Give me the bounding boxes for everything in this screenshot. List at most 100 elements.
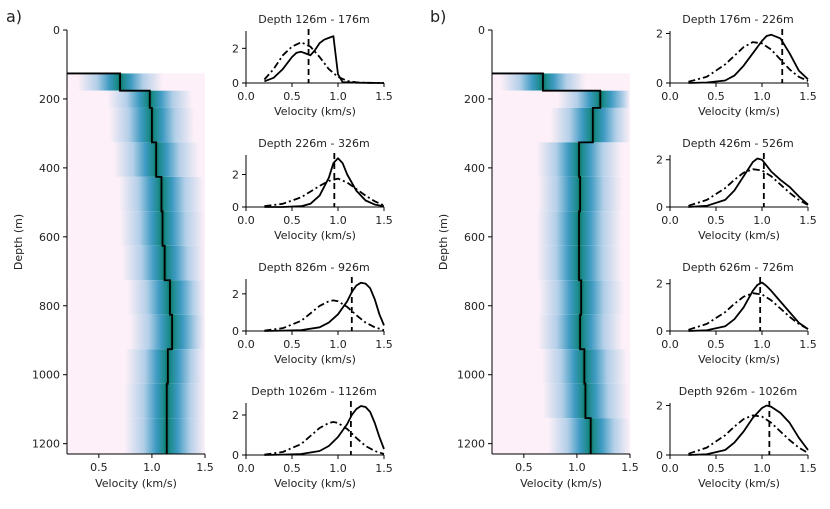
dashdot-curve bbox=[688, 414, 809, 455]
subplot-x-tick-label: 0.5 bbox=[283, 90, 301, 103]
heatmap-band bbox=[492, 211, 630, 246]
solid-curve bbox=[688, 157, 809, 208]
x-tick-label: 0.5 bbox=[90, 461, 108, 474]
subplot-y-tick-label: 2 bbox=[656, 399, 663, 412]
heatmap-band bbox=[492, 73, 630, 91]
heatmap-band bbox=[67, 314, 205, 350]
y-tick-label: 800 bbox=[464, 300, 485, 313]
subplot-x-tick-label: 1.5 bbox=[799, 338, 817, 351]
subplot-y-tick-label: 0 bbox=[656, 449, 663, 462]
subplot-x-tick-label: 0.0 bbox=[661, 90, 679, 103]
x-tick-label: 1.0 bbox=[143, 461, 161, 474]
solid-curve bbox=[264, 35, 385, 84]
x-tick-label: 1.0 bbox=[568, 461, 586, 474]
heatmap-band bbox=[67, 107, 205, 143]
subplot-x-tick-label: 0.0 bbox=[237, 90, 255, 103]
subplot-y-tick-label: 0 bbox=[656, 201, 663, 214]
heatmap-band bbox=[492, 349, 630, 384]
heatmap-band bbox=[67, 280, 205, 315]
x-tick-label: 1.5 bbox=[196, 461, 214, 474]
dashdot-curve bbox=[688, 168, 809, 207]
subplot-x-tick-label: 0.5 bbox=[707, 462, 725, 475]
subplot-x-tick-label: 1.0 bbox=[753, 214, 771, 227]
subplot-x-tick-label: 1.5 bbox=[375, 214, 393, 227]
panel-b-label: b) bbox=[430, 7, 446, 26]
solid-curve bbox=[264, 157, 385, 208]
subplot-x-tick-label: 0.0 bbox=[661, 214, 679, 227]
subplot-x-tick-label: 1.5 bbox=[799, 214, 817, 227]
dashdot-curve bbox=[688, 292, 809, 331]
subplot-x-tick-label: 1.5 bbox=[375, 338, 393, 351]
y-tick-label: 400 bbox=[39, 162, 60, 175]
x-axis-label: Velocity (km/s) bbox=[95, 477, 177, 490]
solid-curve bbox=[264, 281, 385, 332]
subplot-y-tick-label: 2 bbox=[656, 278, 663, 291]
subplot-x-axis-label: Velocity (km/s) bbox=[274, 477, 356, 490]
subplot-y-tick-label: 2 bbox=[232, 42, 239, 55]
panel-a-label: a) bbox=[6, 7, 22, 26]
heatmap-band bbox=[67, 73, 205, 91]
subplot-x-tick-label: 1.0 bbox=[753, 338, 771, 351]
subplot-x-tick-label: 0.5 bbox=[707, 214, 725, 227]
subplot-x-tick-label: 1.0 bbox=[329, 338, 347, 351]
subplot-x-tick-label: 1.5 bbox=[375, 90, 393, 103]
heatmap-band bbox=[67, 245, 205, 281]
subplot: Depth 926m - 1026m 0 2 0.0 0.5 1.0 1.5 Velocity… bbox=[656, 385, 817, 490]
panel-a: a) 0 200 400 600 800 1000 1200 0.5 1.0 1.5 Velocit… bbox=[6, 7, 393, 490]
subplot-title: Depth 176m - 226m bbox=[682, 13, 793, 26]
subplot-y-tick-label: 0 bbox=[232, 325, 239, 338]
subplot-y-tick-label: 2 bbox=[656, 27, 663, 40]
subplot-x-tick-label: 0.0 bbox=[661, 338, 679, 351]
subplot-x-axis-label: Velocity (km/s) bbox=[274, 105, 356, 118]
y-tick-label: 1200 bbox=[32, 438, 60, 451]
subplot-x-tick-label: 0.5 bbox=[283, 462, 301, 475]
subplot-x-axis-label: Velocity (km/s) bbox=[698, 105, 780, 118]
y-tick-label: 200 bbox=[39, 93, 60, 106]
subplot-x-axis-label: Velocity (km/s) bbox=[698, 477, 780, 490]
y-tick-label: 1200 bbox=[457, 438, 485, 451]
heatmap-band bbox=[67, 90, 205, 108]
subplot-x-tick-label: 1.5 bbox=[375, 462, 393, 475]
y-tick-label: 800 bbox=[39, 300, 60, 313]
heatmap-band bbox=[492, 314, 630, 350]
subplot: Depth 126m - 176m 0 2 0.0 0.5 1.0 1.5 Velocity … bbox=[232, 13, 393, 118]
heatmap-band bbox=[492, 418, 630, 454]
heatmap-band bbox=[492, 383, 630, 419]
subplot-title: Depth 226m - 326m bbox=[258, 137, 369, 150]
heatmap-band bbox=[492, 245, 630, 281]
heatmap-band bbox=[492, 176, 630, 212]
y-tick-label: 600 bbox=[39, 231, 60, 244]
subplot-title: Depth 926m - 1026m bbox=[679, 385, 797, 398]
subplot-y-tick-label: 2 bbox=[232, 169, 239, 182]
heatmap-band bbox=[492, 107, 630, 143]
solid-curve bbox=[264, 405, 385, 456]
subplot-title: Depth 1026m - 1126m bbox=[251, 385, 376, 398]
subplot-x-tick-label: 1.0 bbox=[753, 90, 771, 103]
y-tick-label: 0 bbox=[478, 24, 485, 37]
heatmap-band bbox=[492, 142, 630, 177]
subplot-x-tick-label: 0.5 bbox=[707, 90, 725, 103]
subplot-y-tick-label: 2 bbox=[232, 409, 239, 422]
subplot-x-tick-label: 1.0 bbox=[753, 462, 771, 475]
solid-curve bbox=[688, 33, 809, 84]
subplot-x-tick-label: 0.5 bbox=[283, 338, 301, 351]
subplot-y-tick-label: 2 bbox=[232, 288, 239, 301]
subplot-x-axis-label: Velocity (km/s) bbox=[274, 353, 356, 366]
subplot-title: Depth 826m - 926m bbox=[258, 261, 369, 274]
heatmap-band bbox=[67, 142, 205, 177]
subplot-title: Depth 126m - 176m bbox=[258, 13, 369, 26]
velocity-profile-line bbox=[492, 72, 602, 454]
subplot-x-tick-label: 1.5 bbox=[799, 462, 817, 475]
y-tick-label: 200 bbox=[464, 93, 485, 106]
subplot-y-tick-label: 0 bbox=[656, 77, 663, 90]
dashdot-curve bbox=[264, 421, 385, 456]
y-tick-label: 1000 bbox=[32, 369, 60, 382]
subplot-x-tick-label: 1.5 bbox=[799, 90, 817, 103]
subplot-x-tick-label: 0.5 bbox=[707, 338, 725, 351]
x-tick-label: 1.5 bbox=[621, 461, 639, 474]
y-axis-label: Depth (m) bbox=[437, 214, 450, 270]
y-tick-label: 600 bbox=[464, 231, 485, 244]
subplot-x-tick-label: 1.0 bbox=[329, 214, 347, 227]
